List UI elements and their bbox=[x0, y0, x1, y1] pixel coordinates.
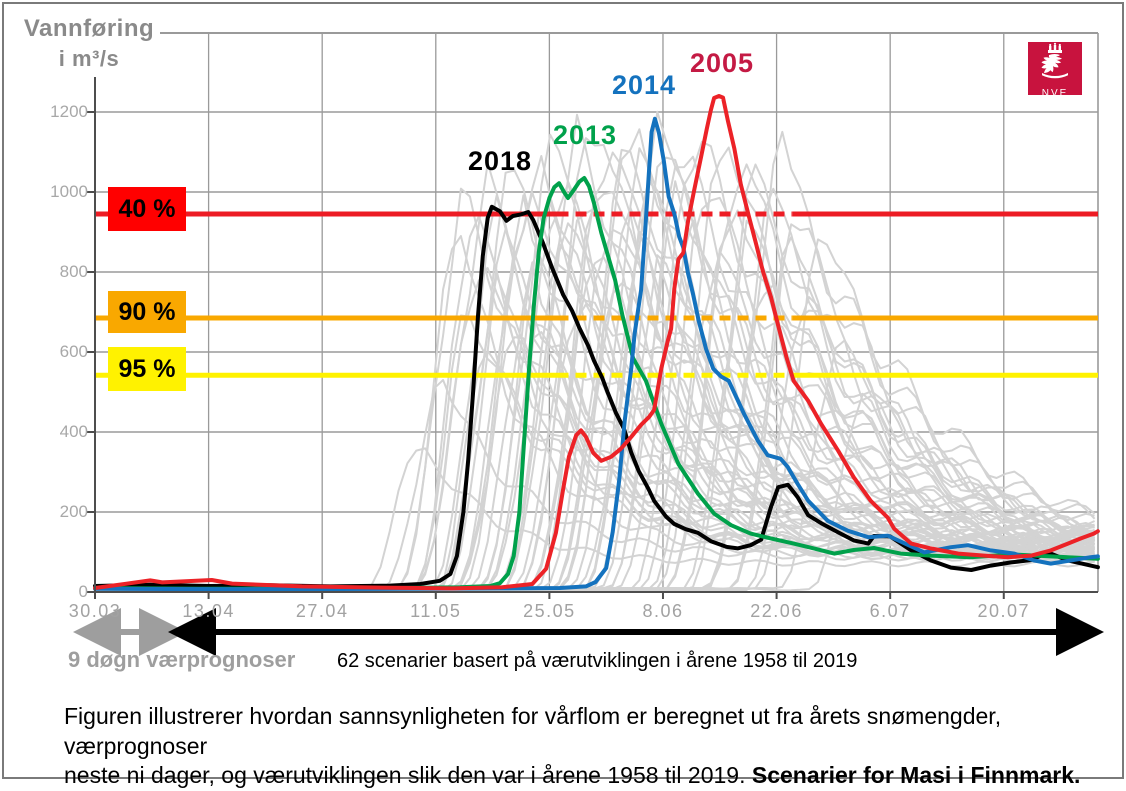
year-label-2005: 2005 bbox=[690, 48, 755, 78]
y-tick-label: 400 bbox=[59, 422, 88, 441]
threshold-label-90%: 90 % bbox=[108, 291, 186, 333]
y-tick-label: 200 bbox=[59, 502, 88, 521]
y-tick-label: 0 bbox=[78, 582, 88, 601]
x-tick-label: 25.05 bbox=[523, 601, 576, 621]
figure-caption: Figuren illustrerer hvordan sannsynlighe… bbox=[64, 702, 1120, 791]
threshold-label-40%: 40 % bbox=[108, 187, 186, 231]
nve-logo: NVE bbox=[1028, 42, 1082, 99]
year-label-2018: 2018 bbox=[468, 146, 533, 176]
x-tick-label: 22.06 bbox=[750, 601, 803, 621]
nve-crest-icon bbox=[1041, 42, 1068, 79]
y-axis-title: Vannføring i m³/s bbox=[10, 14, 168, 74]
x-tick-label: 30.03 bbox=[68, 601, 122, 621]
threshold-label-95%: 95 % bbox=[108, 347, 186, 391]
forecast-arrow-label: 9 døgn værprognoser bbox=[68, 647, 296, 672]
x-tick-label: 13.04 bbox=[182, 601, 235, 621]
y-tick-label: 1200 bbox=[50, 102, 88, 121]
x-tick-label: 27.04 bbox=[295, 601, 349, 621]
y-tick-label: 1000 bbox=[50, 182, 88, 201]
year-label-2014: 2014 bbox=[612, 70, 677, 100]
x-tick-label: 8.06 bbox=[642, 601, 684, 621]
x-tick-label: 6.07 bbox=[869, 601, 911, 621]
caption-line2: neste ni dager, og værutviklingen slik d… bbox=[64, 762, 752, 789]
y-tick-label: 800 bbox=[59, 262, 88, 281]
y-axis-title-unit: i m³/s bbox=[58, 46, 120, 71]
year-label-2013: 2013 bbox=[553, 120, 618, 150]
caption-line1: Figuren illustrerer hvordan sannsynlighe… bbox=[64, 703, 1002, 759]
x-tick-label: 11.05 bbox=[410, 601, 462, 621]
y-axis-title-line1: Vannføring bbox=[23, 15, 155, 42]
y-tick-label: 600 bbox=[59, 342, 88, 361]
scenarios-arrow-label: 62 scenarier basert på værutviklingen i … bbox=[337, 650, 858, 672]
x-tick-label: 20.07 bbox=[977, 601, 1031, 621]
nve-logo-text: NVE bbox=[1041, 88, 1069, 99]
caption-bold-sentence: Scenarier for Masi i Finnmark. bbox=[751, 762, 1081, 789]
